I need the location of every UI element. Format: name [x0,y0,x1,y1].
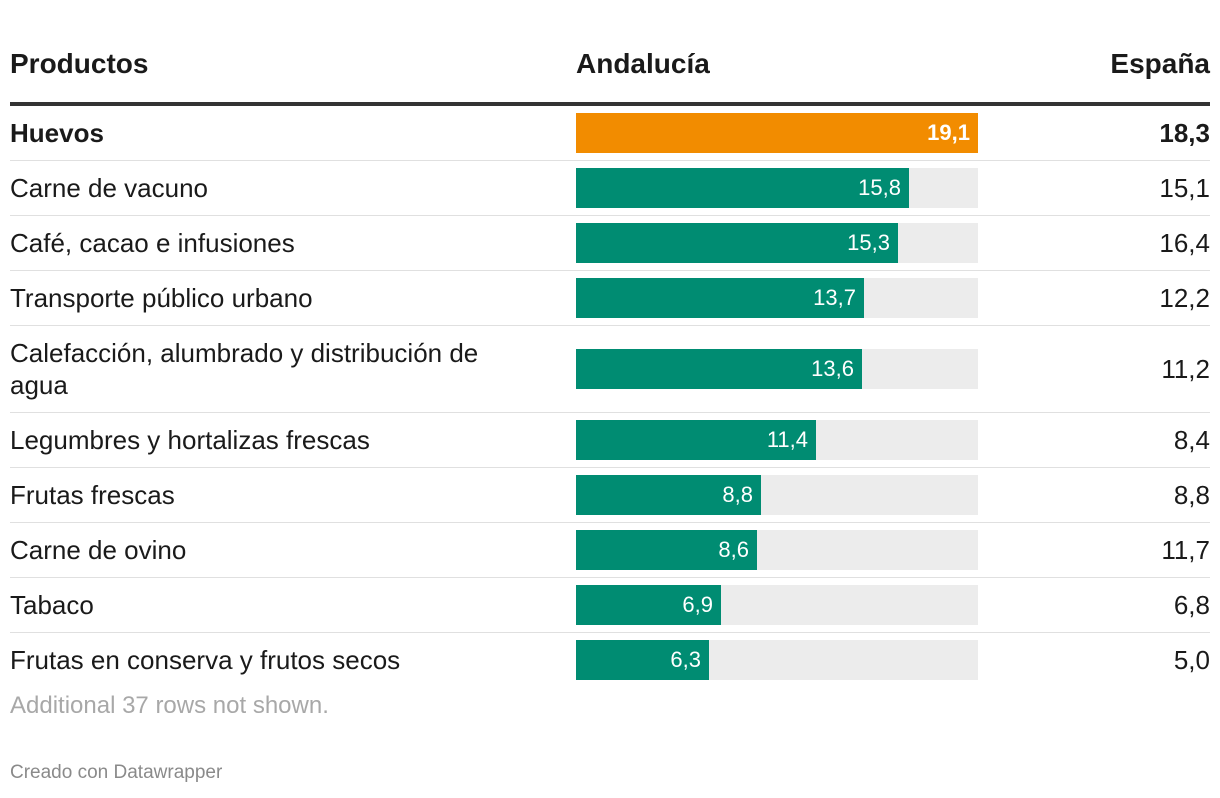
bar-value-label: 15,8 [858,175,901,200]
bar-value-label: 6,3 [670,647,701,672]
bar-andalucia [576,349,862,389]
espana-value: 8,4 [1173,425,1210,455]
bar-value-label: 13,7 [813,285,856,310]
espana-value: 6,8 [1173,590,1210,620]
bar-andalucia [576,168,909,208]
row-label: Frutas en conserva y frutos secos [10,645,401,675]
bar-andalucia [576,113,978,153]
row-label: Frutas frescas [10,480,175,510]
header-products[interactable]: Productos [10,48,149,79]
espana-value: 15,1 [1159,173,1210,203]
bar-track: 15,3 [576,223,978,263]
bar-andalucia [576,640,709,680]
row-label: Carne de vacuno [10,173,209,203]
espana-value: 11,7 [1161,535,1210,565]
row-label: Huevos [10,118,104,148]
table-row: Legumbres y hortalizas frescas 11,4 8,4 [10,413,1210,468]
row-label: Tabaco [10,590,94,620]
bar-track: 6,9 [576,585,978,625]
row-label: Legumbres y hortalizas frescas [10,425,370,455]
table-row: Frutas en conserva y frutos secos 6,3 5,0 [10,633,1210,687]
table-row: Frutas frescas 8,8 8,8 [10,468,1210,523]
table-row: Tabaco 6,9 6,8 [10,578,1210,633]
espana-value: 5,0 [1173,645,1210,675]
bar-track: 13,6 [576,349,978,389]
header-espana[interactable]: España [1110,48,1210,79]
table-header: Productos Andalucía España [10,40,1210,106]
table-row: Carne de ovino 8,6 11,7 [10,523,1210,578]
bar-andalucia [576,530,757,570]
bar-track: 15,8 [576,168,978,208]
bar-track: 8,8 [576,475,978,515]
table-row: Transporte público urbano 13,7 12,2 [10,271,1210,326]
row-label: Transporte público urbano [10,283,313,313]
bar-value-label: 6,9 [682,592,713,617]
bar-andalucia [576,585,721,625]
row-label: Café, cacao e infusiones [10,228,295,258]
bar-andalucia [576,278,864,318]
bar-value-label: 15,3 [847,230,890,255]
bar-track: 11,4 [576,420,978,460]
bar-value-label: 13,6 [811,356,854,381]
bar-value-label: 19,1 [927,120,970,145]
table-row: Café, cacao e infusiones 15,3 16,4 [10,216,1210,271]
bar-andalucia [576,223,898,263]
rows-not-shown-note: Additional 37 rows not shown. [10,692,329,719]
bar-value-label: 11,4 [766,427,808,452]
bar-track: 6,3 [576,640,978,680]
espana-value: 8,8 [1173,480,1210,510]
row-label: Carne de ovino [10,535,187,565]
bar-value-label: 8,6 [718,537,749,562]
data-table: Productos Andalucía España Huevos 19,1 18,… [10,40,1210,687]
table-row: Carne de vacuno 15,8 15,1 [10,161,1210,216]
bar-track: 8,6 [576,530,978,570]
espana-value: 11,2 [1161,354,1210,384]
header-andalucia[interactable]: Andalucía [576,48,710,79]
bar-value-label: 8,8 [722,482,753,507]
datawrapper-credit: Creado con Datawrapper [10,762,223,783]
bar-track: 19,1 [576,113,978,153]
bar-track: 13,7 [576,278,978,318]
espana-value: 18,3 [1159,118,1210,148]
bar-andalucia [576,420,816,460]
row-label: Calefacción, alumbrado y distribución de… [10,338,479,400]
table-row: Huevos 19,1 18,3 [10,106,1210,161]
espana-value: 12,2 [1159,283,1210,313]
table-row: Calefacción, alumbrado y distribución de… [10,326,1210,413]
table-body: Huevos 19,1 18,3 Carne de vacuno 15,8 15,1 Caf… [10,106,1210,687]
bar-andalucia [576,475,761,515]
espana-value: 16,4 [1159,228,1210,258]
